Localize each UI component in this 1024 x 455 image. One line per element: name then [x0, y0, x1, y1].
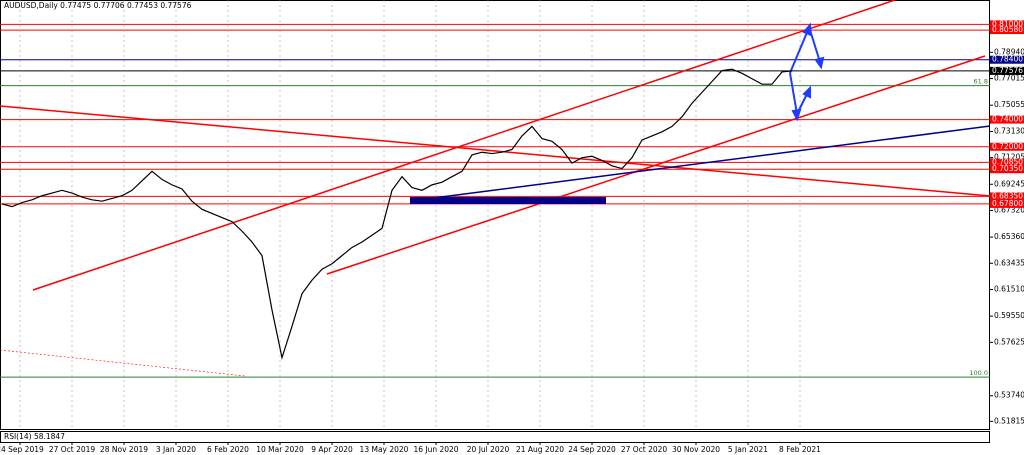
price-label-bg: [990, 66, 1024, 75]
x-tick-label: 10 Mar 2020: [256, 445, 304, 454]
x-tick-label: 16 Jun 2020: [413, 445, 458, 454]
trend-line: [0, 105, 991, 197]
y-tick-label: 0.61510: [994, 284, 1024, 293]
channel-lower: [326, 55, 986, 275]
dotted-line: [0, 349, 246, 377]
background-layer: [0, 0, 990, 430]
price-label-bg: [990, 26, 1024, 35]
x-tick-label: 24 Sep 2019: [0, 445, 44, 454]
price-label-bg: [990, 55, 1024, 64]
price-label-bg: [990, 142, 1024, 151]
indicator-label: RSI(14) 58.1847: [4, 432, 65, 441]
x-tick-label: 27 Oct 2019: [49, 445, 96, 454]
y-tick-label: 0.53740: [994, 391, 1024, 400]
rsi-frame: [0, 431, 990, 443]
price-label: 0.80580: [992, 25, 1023, 34]
price-label-bg: [990, 115, 1024, 124]
zone: [410, 197, 606, 204]
y-tick-label: 0.67320: [994, 205, 1024, 214]
price-line: [1, 68, 793, 360]
price-label: 0.70850: [992, 157, 1023, 166]
price-label-bg: [990, 20, 1024, 29]
y-tick-label: 0.71205: [994, 153, 1024, 162]
price-label-bg: [990, 199, 1024, 208]
x-tick-label: 6 Feb 2020: [207, 445, 249, 454]
price-label: 0.77576: [992, 66, 1023, 75]
y-tick-label: 0.78940: [994, 47, 1024, 56]
plot-frame: [0, 0, 990, 430]
channel-upper: [32, 0, 896, 291]
price-label-bg: [990, 192, 1024, 201]
price-label: 0.74000: [992, 115, 1023, 124]
price-label-bg: [990, 165, 1024, 174]
price-label: 0.72000: [992, 142, 1023, 151]
blue-trend: [409, 125, 991, 202]
x-tick-label: 3 Jan 2020: [156, 445, 196, 454]
price-label: 0.78400: [992, 55, 1023, 64]
x-tick-label: 9 Apr 2020: [311, 445, 353, 454]
y-tick-label: 0.73130: [994, 126, 1024, 135]
y-tick-label: 0.63435: [994, 258, 1024, 267]
y-tick-label: 0.77015: [994, 74, 1024, 83]
x-tick-label: 27 Oct 2020: [621, 445, 668, 454]
chart-title: AUDUSD,Daily 0.77475 0.77706 0.77453 0.7…: [4, 1, 192, 10]
price-label-bg: [990, 158, 1024, 167]
x-tick-label: 20 Jul 2020: [467, 445, 510, 454]
fib-label: 100.0: [969, 369, 988, 377]
y-tick-label: 0.75055: [994, 100, 1024, 109]
y-tick-label: 0.65360: [994, 232, 1024, 241]
price-label: 0.70350: [992, 164, 1023, 173]
x-tick-label: 24 Sep 2020: [568, 445, 616, 454]
x-tick-label: 21 Aug 2020: [516, 445, 564, 454]
x-tick-label: 8 Feb 2021: [779, 445, 821, 454]
y-tick-label: 0.51815: [994, 416, 1024, 425]
price-label: 0.67800: [992, 199, 1023, 208]
x-tick-label: 30 Nov 2020: [672, 445, 720, 454]
x-tick-label: 5 Jan 2021: [728, 445, 768, 454]
x-tick-label: 13 May 2020: [360, 445, 409, 454]
fib-label: 61.8: [974, 78, 988, 86]
arrows: [789, 22, 825, 122]
y-tick-label: 0.59550: [994, 311, 1024, 320]
foreground-layer: 0.78940 0.77015 0.75055 0.73130 0.71205 0.692…: [1, 19, 1024, 425]
price-label: 0.81000: [992, 19, 1023, 28]
y-tick-label: 0.69245: [994, 179, 1024, 188]
price-label: 0.68350: [992, 191, 1023, 200]
x-tick-label: 28 Nov 2019: [100, 445, 148, 454]
y-tick-label: 0.57625: [994, 337, 1024, 346]
